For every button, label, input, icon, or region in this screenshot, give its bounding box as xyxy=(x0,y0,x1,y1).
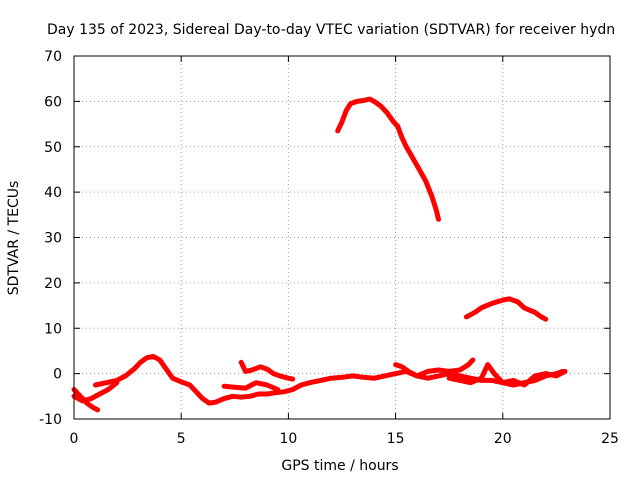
data-series xyxy=(71,96,568,413)
chart-title: Day 135 of 2023, Sidereal Day-to-day VTE… xyxy=(47,22,615,38)
grid-lines xyxy=(74,56,610,419)
y-tick-label: -10 xyxy=(39,412,62,428)
series-line-seg-6 xyxy=(393,357,476,379)
series-line-seg-9 xyxy=(463,296,549,322)
series-line-seg-1 xyxy=(71,387,101,413)
y-tick-label: 40 xyxy=(44,185,62,201)
series-line-seg-8 xyxy=(335,96,441,222)
series-line-seg-2 xyxy=(71,380,120,404)
y-tick-label: 70 xyxy=(44,49,62,65)
x-tick-label: 0 xyxy=(70,431,79,447)
x-axis-label: GPS time / hours xyxy=(281,458,398,474)
x-tick-label: 10 xyxy=(279,431,297,447)
x-tick-label: 25 xyxy=(601,431,619,447)
series-line-seg-4 xyxy=(238,359,296,382)
x-tick-label: 20 xyxy=(494,431,512,447)
y-tick-label: 30 xyxy=(44,231,62,247)
y-tick-label: 60 xyxy=(44,94,62,110)
x-tick-label: 15 xyxy=(387,431,405,447)
plot-frame xyxy=(73,55,611,420)
series-line-seg-5 xyxy=(221,380,281,392)
y-tick-label: 50 xyxy=(44,140,62,156)
y-tick-label: 20 xyxy=(44,276,62,292)
tick-labels: 0 5 10 15 20 25 -10 0 10 20 30 40 50 60 70 xyxy=(39,49,619,447)
y-tick-label: 10 xyxy=(44,321,62,337)
x-tick-label: 5 xyxy=(177,431,186,447)
y-axis-label: SDTVAR / TECUs xyxy=(6,181,22,296)
series-line-seg-7 xyxy=(446,362,568,388)
y-tick-label: 0 xyxy=(53,367,62,383)
